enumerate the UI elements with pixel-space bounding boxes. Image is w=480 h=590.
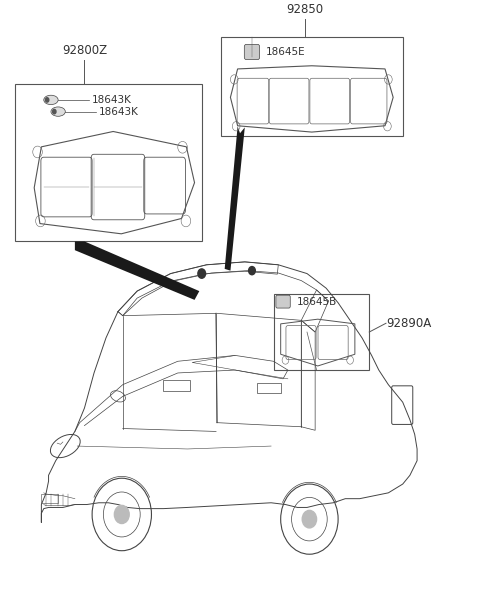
- Bar: [15, 84, 202, 241]
- Ellipse shape: [45, 97, 49, 103]
- Bar: [221, 37, 403, 136]
- FancyBboxPatch shape: [276, 295, 290, 308]
- Circle shape: [114, 506, 129, 523]
- Circle shape: [249, 267, 255, 275]
- Polygon shape: [75, 241, 199, 300]
- Circle shape: [198, 269, 205, 278]
- Bar: [41, 494, 58, 503]
- Ellipse shape: [52, 109, 57, 114]
- Text: 18643K: 18643K: [99, 107, 139, 117]
- Text: 92800Z: 92800Z: [62, 44, 107, 57]
- Text: 18643K: 18643K: [92, 95, 132, 105]
- Bar: [274, 294, 369, 370]
- Text: 18645B: 18645B: [297, 297, 337, 307]
- Polygon shape: [225, 126, 245, 271]
- Ellipse shape: [51, 107, 65, 116]
- FancyBboxPatch shape: [244, 44, 260, 60]
- Bar: [257, 383, 281, 394]
- Bar: [163, 380, 190, 391]
- Text: 92890A: 92890A: [386, 317, 431, 330]
- Circle shape: [302, 510, 317, 528]
- Ellipse shape: [44, 95, 58, 104]
- Text: 18645E: 18645E: [265, 47, 305, 57]
- Text: 92850: 92850: [286, 4, 323, 17]
